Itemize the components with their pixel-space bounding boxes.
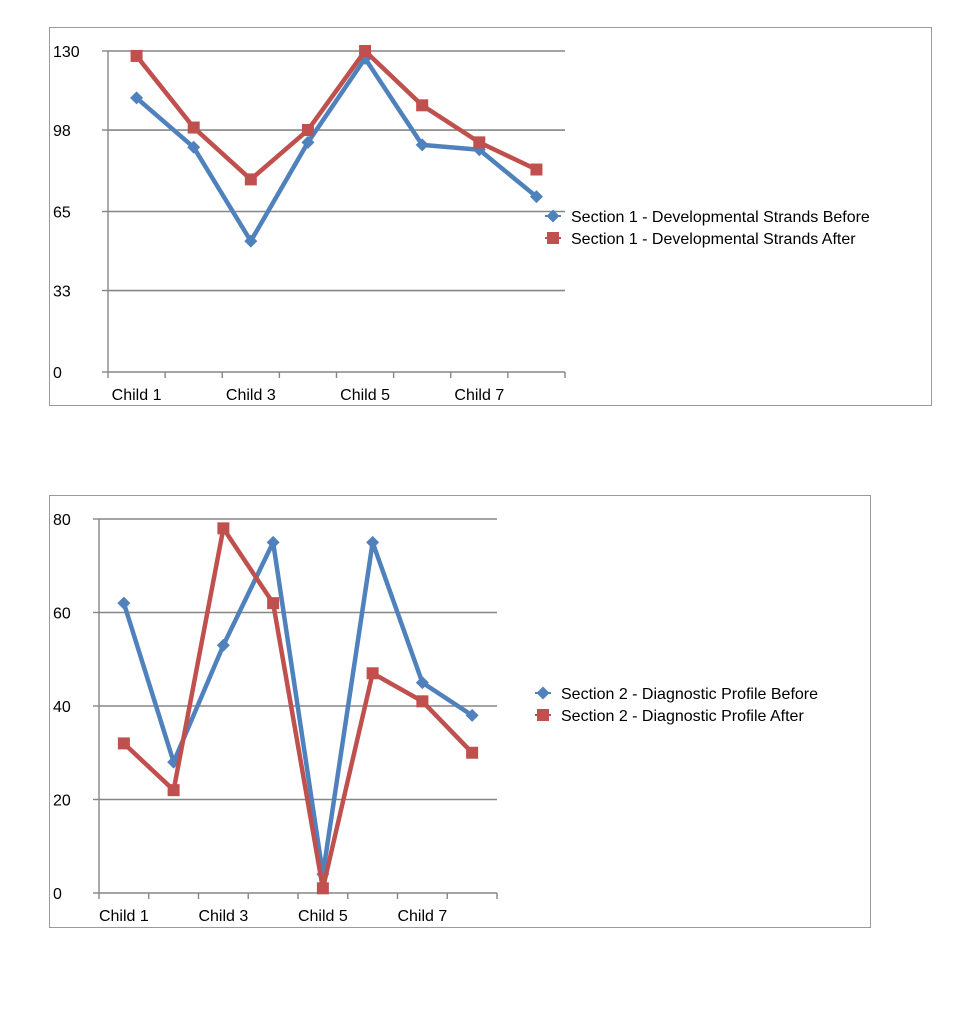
y-tick-label: 33	[53, 284, 71, 301]
x-tick-label: Child 5	[298, 908, 348, 925]
chart-section-1-plot: 0 33 65 98 130 Child 1 Child 3 Child 5 Child 7 Se…	[53, 44, 870, 404]
series-0	[117, 535, 479, 881]
y-tick-label: 0	[53, 886, 62, 903]
series-1-point	[244, 173, 257, 186]
series-1-point	[301, 124, 314, 137]
series-1	[117, 522, 479, 895]
y-tick-label: 80	[53, 512, 71, 529]
legend-label-0: Section 2 - Diagnostic Profile Before	[561, 686, 818, 703]
chart-section-2-plot: 0 20 40 60 80 Child 1 Child 3 Child 5 Child 7 Sec…	[53, 512, 818, 925]
series-1-point	[466, 746, 479, 759]
x-tick-label: Child 1	[99, 908, 149, 925]
legend-item-0: Section 1 - Developmental Strands Before	[545, 209, 870, 226]
series-1-point	[130, 49, 143, 62]
chart-section-1: 0 33 65 98 130 Child 1 Child 3 Child 5 Child 7 Se…	[49, 27, 932, 406]
legend-item-1: Section 1 - Developmental Strands After	[545, 231, 856, 248]
series-0-line	[135, 56, 538, 244]
y-tick-label: 20	[53, 793, 71, 810]
legend-item-0: Section 2 - Diagnostic Profile Before	[535, 686, 818, 703]
series-0-point	[366, 535, 380, 549]
y-tick-label: 98	[53, 123, 71, 140]
x-tick-label: Child 1	[112, 387, 162, 404]
series-1-point	[267, 597, 280, 610]
legend-label-1: Section 1 - Developmental Strands After	[571, 231, 856, 248]
series-0-line	[121, 540, 474, 877]
series-1-point	[366, 667, 379, 680]
chart-section-2: 0 20 40 60 80 Child 1 Child 3 Child 5 Child 7 Sec…	[49, 495, 871, 928]
series-1-point	[416, 695, 429, 708]
series-0-point	[117, 596, 131, 610]
y-tick-label: 65	[53, 205, 71, 222]
series-0-point	[415, 138, 429, 152]
y-tick-label: 60	[53, 606, 71, 623]
series-1-point	[217, 522, 230, 535]
series-0-point	[465, 708, 479, 722]
series-0-point	[529, 190, 543, 204]
legend-label-1: Section 2 - Diagnostic Profile After	[561, 708, 804, 725]
series-1-line	[134, 48, 538, 182]
legend-item-1: Section 2 - Diagnostic Profile After	[535, 708, 804, 725]
series-1-point	[117, 737, 130, 750]
series-0-point	[415, 676, 429, 690]
series-1	[130, 45, 543, 186]
y-tick-label: 130	[53, 44, 80, 61]
x-tick-label: Child 7	[397, 908, 447, 925]
x-tick-label: Child 3	[226, 387, 276, 404]
legend-label-0: Section 1 - Developmental Strands Before	[571, 209, 870, 226]
series-0-point	[130, 91, 144, 105]
series-0-point	[244, 234, 258, 248]
series-0-point	[216, 638, 230, 652]
series-1-point	[167, 784, 180, 797]
series-1-point	[359, 45, 372, 57]
series-1-point	[416, 99, 429, 112]
series-1-point	[187, 121, 200, 134]
series-1-point	[316, 882, 329, 895]
y-tick-label: 40	[53, 699, 71, 716]
series-0-point	[187, 140, 201, 154]
x-tick-label: Child 3	[198, 908, 248, 925]
x-tick-label: Child 5	[340, 387, 390, 404]
series-0-point	[301, 135, 315, 149]
series-1-point	[530, 163, 543, 176]
series-1-point	[473, 136, 486, 149]
y-tick-label: 0	[53, 365, 62, 382]
x-tick-label: Child 7	[454, 387, 504, 404]
series-0	[130, 51, 543, 248]
series-1-line	[122, 526, 474, 891]
series-0-point	[266, 535, 280, 549]
series-0-point	[472, 143, 486, 157]
